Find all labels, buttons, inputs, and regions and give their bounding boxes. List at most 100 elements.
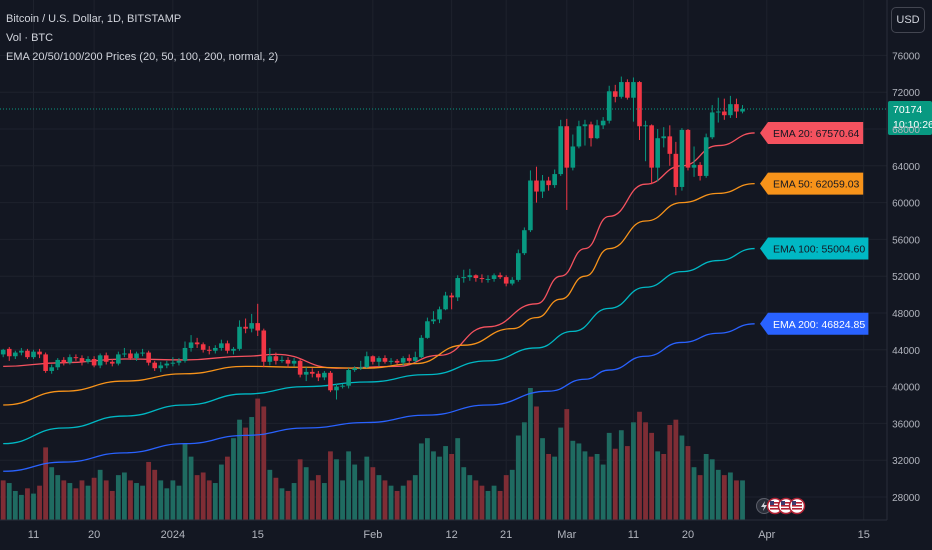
candle-body	[91, 359, 97, 366]
volume-bar	[134, 483, 139, 520]
candle-body	[255, 323, 261, 331]
candle-body	[485, 278, 491, 280]
volume-bar	[231, 438, 236, 520]
volume-bar	[740, 480, 745, 520]
volume-bar	[176, 485, 182, 520]
time-tick-label: Feb	[363, 529, 382, 541]
volume-bar	[431, 451, 436, 520]
volume-bar	[91, 477, 97, 520]
candle-body	[709, 112, 715, 138]
candle-body	[188, 342, 194, 348]
candle-body	[419, 337, 424, 358]
time-tick-label: 11	[28, 529, 39, 541]
event-icons[interactable]	[756, 497, 806, 515]
candle-body	[528, 180, 533, 231]
candle-body	[164, 363, 170, 366]
flag-icon-stripe	[770, 505, 780, 507]
ema-line-ema200	[3, 323, 755, 472]
flag-icon-stripe	[770, 502, 780, 504]
candle-body	[279, 359, 285, 361]
candle-body	[509, 279, 515, 284]
volume-bar	[18, 494, 24, 520]
flag-icon-stripe	[781, 505, 791, 507]
candle-body	[55, 359, 61, 368]
volume-bar	[600, 464, 606, 520]
price-tick-label: 32000	[892, 456, 920, 467]
volume-bar	[55, 475, 61, 520]
price-axis[interactable]: 76000 72000 68000 64000 60000 56000 52000 48000…	[886, 0, 920, 520]
volume-bar	[25, 488, 30, 520]
candle-body	[594, 125, 600, 139]
candle-body	[316, 373, 321, 378]
volume-bar	[255, 398, 261, 520]
volume-bar	[158, 480, 164, 520]
ema-tag-text: EMA 20: 67570.64	[773, 128, 860, 140]
candle-body	[43, 354, 48, 371]
volume-bar	[570, 440, 576, 520]
volume-bar	[479, 485, 485, 520]
candle-body	[582, 124, 588, 127]
flag-icon-canton	[792, 501, 796, 505]
candle-body	[352, 368, 357, 371]
candle-body	[85, 359, 91, 362]
candle-body	[503, 277, 509, 284]
flag-icon-stripe	[792, 508, 802, 510]
volume-bar	[612, 448, 618, 520]
candle-body	[667, 136, 673, 154]
chart-legend: Bitcoin / U.S. Dollar, 1D, BITSTAMP Vol …	[6, 10, 278, 67]
volume-bar	[273, 477, 279, 520]
candle-body	[346, 370, 351, 386]
volume-bar	[576, 443, 582, 520]
candle-body	[237, 326, 242, 349]
candle-body	[722, 111, 727, 116]
volume-bar	[170, 480, 176, 520]
flag-icon-stripe	[781, 508, 791, 510]
volume-bar	[425, 438, 430, 520]
price-tick-label: 36000	[892, 419, 920, 430]
price-tick-label: 48000	[892, 309, 920, 320]
currency-button[interactable]: USD	[891, 7, 925, 33]
candle-body	[225, 343, 230, 351]
candle-body	[261, 330, 267, 362]
volume-bar	[61, 480, 67, 520]
volume-bar	[6, 483, 12, 520]
volume-bar	[558, 427, 564, 520]
candle-body	[97, 355, 103, 366]
volume-bar	[582, 451, 588, 520]
ema-tag-4	[760, 312, 869, 335]
volume-bar	[540, 438, 545, 520]
candle-body	[73, 357, 79, 359]
time-axis[interactable]: 11 20 2024 15 Feb 12 21 Mar 11 20 Apr 15	[0, 519, 887, 541]
volume-bar	[412, 475, 418, 520]
candle-body	[473, 275, 479, 279]
volume-bar	[43, 447, 49, 520]
volume-legend[interactable]: Vol · BTC	[6, 32, 54, 44]
price-tick-label: 44000	[892, 346, 920, 357]
last-price-line: 70174 10:10:26	[0, 100, 932, 135]
volume-bar	[128, 480, 133, 520]
candle-body	[685, 129, 691, 168]
candle-body	[116, 354, 121, 364]
volume-bar	[546, 454, 551, 520]
time-tick-label: 20	[88, 529, 100, 541]
candle-body	[673, 153, 679, 187]
candle-body	[13, 352, 18, 357]
volume-bar	[285, 490, 291, 520]
candle-body	[303, 371, 309, 375]
volume-bar	[152, 469, 158, 520]
candle-body	[25, 350, 30, 358]
volume-bar	[588, 456, 594, 520]
candle-body	[370, 356, 376, 362]
ema-legend[interactable]: EMA 20/50/100/200 Prices (20, 50, 100, 2…	[6, 51, 279, 63]
candle-body	[522, 230, 527, 254]
flag-icon[interactable]	[788, 497, 806, 515]
volume-bar	[321, 483, 327, 520]
candle-body	[516, 253, 521, 280]
candle-body	[461, 277, 467, 279]
candle-body	[570, 146, 576, 168]
volume-bar	[394, 490, 400, 520]
price-tick-label: 28000	[892, 493, 920, 504]
symbol-title[interactable]: Bitcoin / U.S. Dollar, 1D, BITSTAMP	[6, 13, 182, 25]
volume-bar	[249, 417, 255, 520]
